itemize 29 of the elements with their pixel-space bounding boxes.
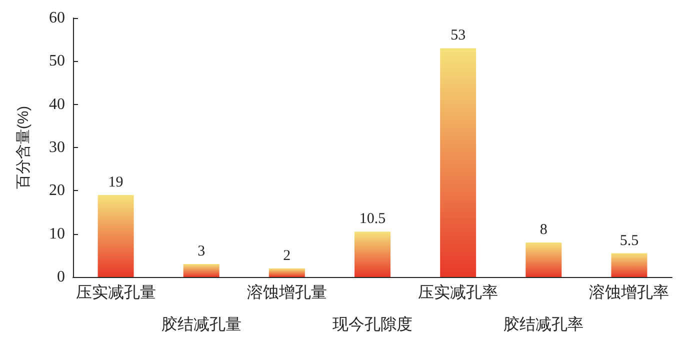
- y-tick-label: 20: [49, 182, 65, 200]
- bar: [526, 242, 562, 277]
- y-tick-label: 50: [49, 52, 65, 70]
- y-tick-label: 40: [49, 96, 65, 113]
- x-tick-label: 压实减孔率: [418, 284, 498, 302]
- bar: [611, 253, 648, 277]
- data-label: 2: [283, 248, 291, 264]
- y-axis-title: 百分含量(%): [15, 106, 32, 190]
- y-tick-label: 0: [57, 268, 65, 286]
- data-label: 19: [108, 174, 124, 190]
- x-tick-label: 溶蚀增孔率: [589, 284, 670, 302]
- data-label: 10.5: [359, 211, 386, 228]
- data-label: 5.5: [620, 232, 639, 249]
- bar: [268, 268, 305, 277]
- bar: [183, 264, 220, 277]
- bar: [354, 232, 390, 277]
- y-tick-label: 10: [49, 225, 65, 242]
- x-tick-label: 胶结减孔量: [161, 316, 242, 334]
- bar: [440, 48, 476, 277]
- y-tick-label: 30: [49, 139, 65, 156]
- x-tick-label: 溶蚀增孔量: [246, 284, 327, 302]
- x-tick-label: 现今孔隙度: [332, 316, 412, 334]
- data-label: 8: [540, 222, 548, 238]
- y-tick-label: 60: [49, 10, 65, 26]
- bar: [98, 194, 134, 277]
- x-tick-label: 压实减孔量: [76, 284, 156, 302]
- data-label: 3: [198, 244, 206, 260]
- x-tick-label: 胶结减孔率: [504, 316, 584, 334]
- data-label: 53: [450, 28, 466, 44]
